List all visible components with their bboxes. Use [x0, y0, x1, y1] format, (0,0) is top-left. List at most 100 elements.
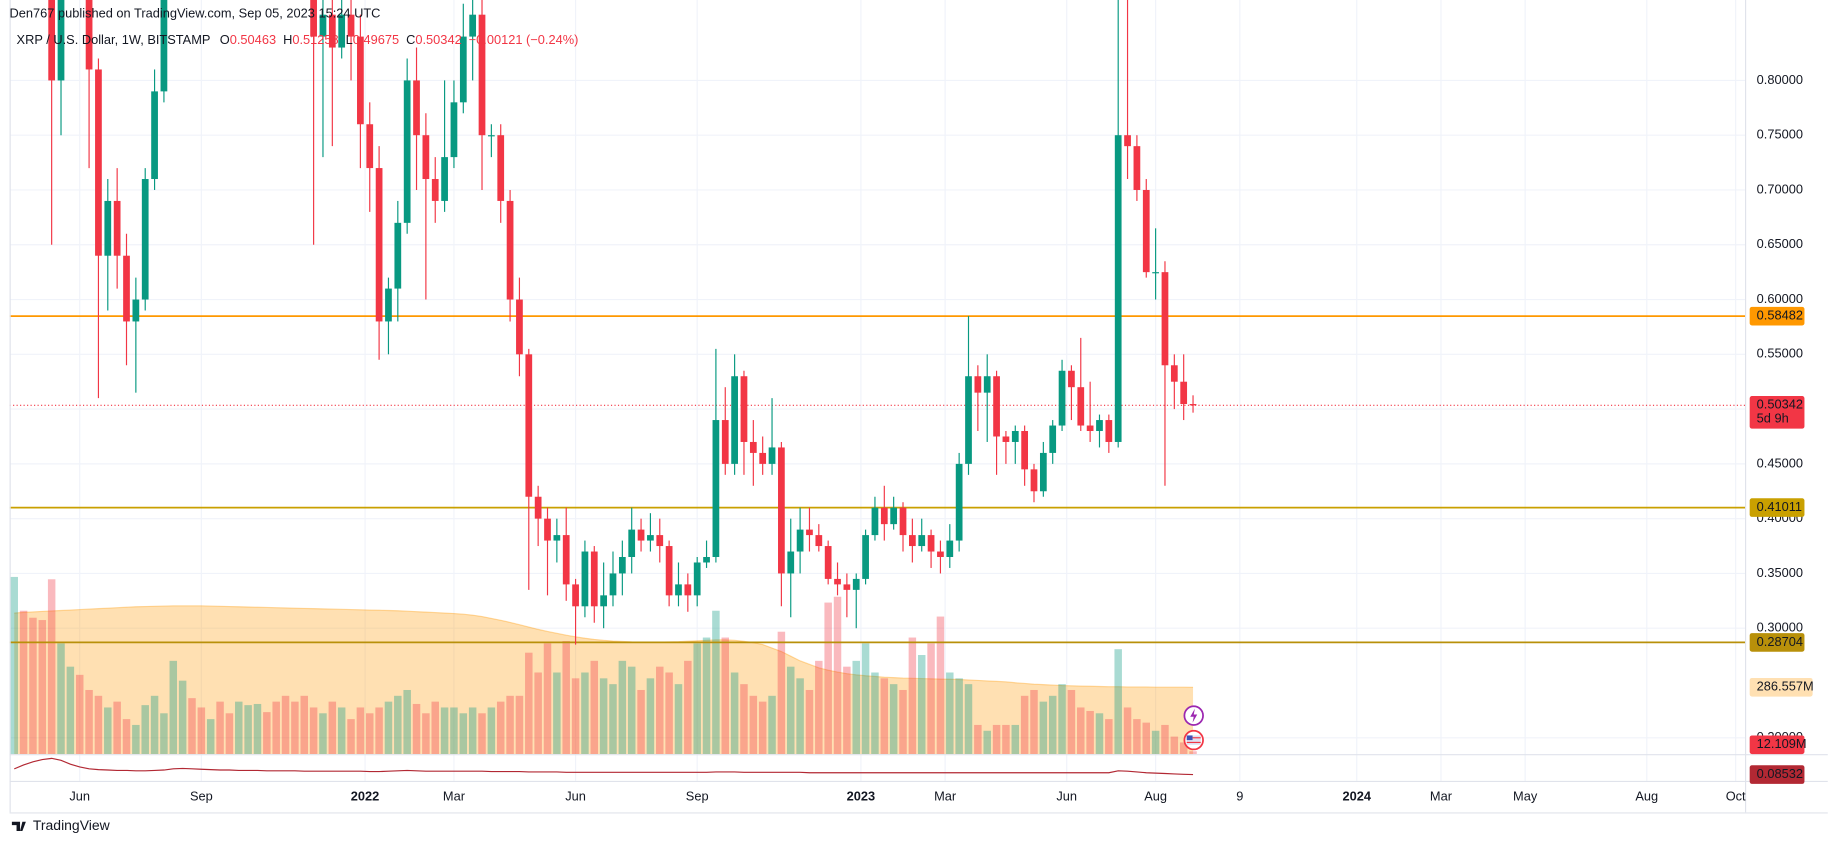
volume-bar	[936, 616, 945, 755]
volume-bar	[1170, 736, 1179, 755]
volume-bar	[1161, 724, 1169, 755]
candle-body	[1030, 469, 1038, 492]
candle-body	[366, 124, 374, 169]
candle-body	[1011, 431, 1019, 442]
candle-body	[843, 584, 851, 590]
volume-bar	[693, 643, 701, 755]
legend-symbol: XRP / U.S. Dollar, 1W, BITSTAMP	[17, 32, 211, 47]
candle-body	[581, 551, 589, 607]
candle-body	[590, 551, 598, 607]
volume-bar	[796, 678, 804, 755]
volume-bar	[394, 695, 402, 755]
volume-bar	[917, 655, 926, 755]
candle-body	[357, 36, 364, 125]
candle-body	[562, 535, 570, 585]
volume-bar	[740, 684, 748, 755]
axis-label-box	[1749, 306, 1805, 326]
candle-body	[85, 0, 93, 70]
candle-body	[516, 299, 523, 355]
candle-body	[703, 557, 710, 563]
candle-body	[806, 529, 813, 536]
candle-body	[525, 354, 533, 497]
candle-body	[824, 546, 832, 579]
candle-body	[497, 135, 505, 201]
volume-bar	[403, 689, 411, 755]
candle-body	[600, 595, 608, 607]
volume-bar	[1030, 689, 1038, 755]
axis-label-box	[1749, 633, 1805, 652]
volume-bar	[1011, 724, 1020, 755]
candle-body	[993, 376, 1000, 437]
x-tick-label: 9	[1236, 789, 1243, 804]
volume-bar	[122, 719, 131, 755]
volume-bar	[908, 637, 917, 755]
volume-bar	[815, 660, 823, 755]
volume-bar	[955, 678, 963, 755]
volume-bar	[38, 620, 47, 755]
candle-body	[413, 80, 420, 136]
indicator-pane	[14, 757, 1194, 776]
candle-body	[385, 288, 392, 322]
volume-bar	[1114, 649, 1122, 755]
logo	[11, 821, 26, 832]
candle-body	[338, 14, 346, 48]
legend-value: 0.49675	[353, 32, 399, 47]
candle-body	[796, 529, 804, 552]
axis-label-text: 286.557M	[1757, 679, 1814, 694]
legend: XRP / U.S. Dollar, 1W, BITSTAMP O0.50463 H…	[17, 32, 579, 47]
volume-bar	[983, 730, 991, 755]
candle-body	[132, 299, 140, 322]
volume-bar	[1039, 701, 1048, 755]
volume-bar	[684, 660, 692, 755]
y-tick-label: 0.75000	[1757, 127, 1803, 142]
volume-bar	[712, 610, 720, 755]
volume-bar	[1077, 707, 1085, 755]
volume-bar	[235, 701, 243, 755]
volume-bar	[562, 641, 570, 755]
candle-body	[618, 557, 626, 574]
candle-body	[890, 507, 898, 525]
candle-body	[1021, 431, 1029, 470]
volume-bar	[515, 695, 524, 755]
candle-body	[123, 255, 130, 322]
candle-body	[909, 535, 916, 547]
candle-body	[544, 518, 551, 541]
candle-body	[815, 535, 823, 547]
volume-bar	[94, 695, 103, 755]
volume-bar	[459, 713, 468, 755]
y-tick-label: 0.30000	[1757, 620, 1803, 635]
volume-bar	[75, 674, 84, 755]
x-tick-label: Sep	[686, 789, 709, 804]
candle-body	[721, 420, 729, 464]
candle-body	[1077, 387, 1085, 426]
candle-body	[488, 135, 495, 137]
legend-change: −0.00121 (−0.24%)	[469, 32, 579, 47]
volume-bar	[553, 672, 561, 755]
candle-body	[712, 420, 720, 558]
volume-bar	[590, 660, 599, 755]
axis-label-box	[1749, 735, 1805, 755]
grid	[9, 0, 1746, 781]
volume-bar	[468, 707, 477, 755]
y-tick-label: 0.55000	[1757, 346, 1803, 361]
candle-body	[1161, 272, 1169, 366]
lightning	[1190, 708, 1198, 723]
volume-bar	[730, 672, 739, 755]
candle-body	[665, 546, 673, 596]
volume-bar	[113, 701, 121, 755]
candle-body	[918, 535, 926, 547]
x-tick-label: Jun	[1056, 789, 1077, 804]
volume-bar	[1179, 742, 1188, 755]
volume-bar	[29, 617, 37, 755]
candle-body	[328, 14, 336, 48]
axis-label-box	[1749, 498, 1805, 517]
y-tick-label: 0.80000	[1757, 72, 1803, 87]
candle-body	[1039, 452, 1047, 492]
current-price-text: 0.50342	[1757, 397, 1803, 412]
volume-bar	[646, 678, 655, 755]
volume-bar	[366, 713, 374, 755]
volume-bar	[1067, 689, 1076, 755]
volume-bar	[627, 666, 636, 755]
candle-body	[609, 573, 617, 596]
